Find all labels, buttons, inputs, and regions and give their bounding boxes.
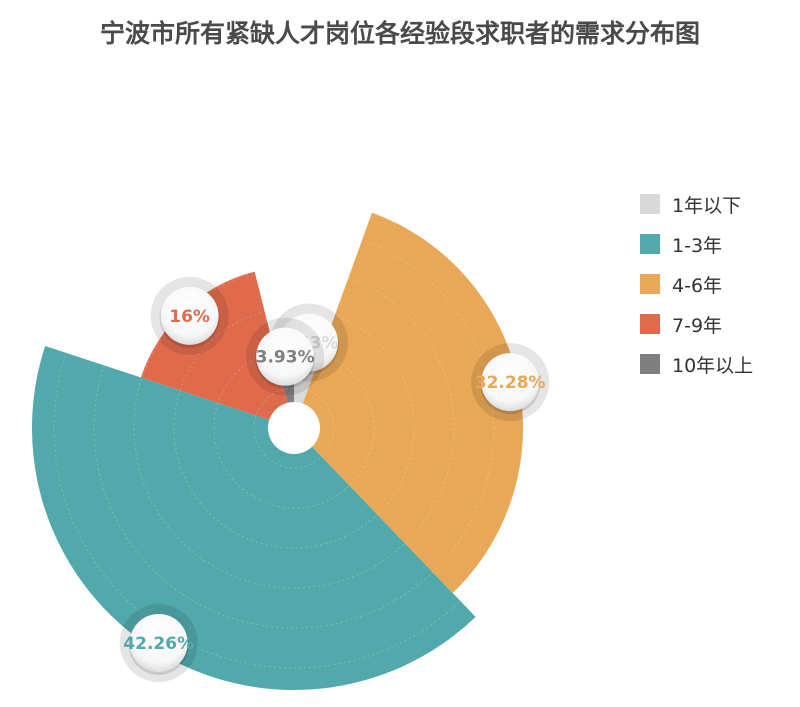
legend-swatch bbox=[640, 354, 660, 374]
legend-item-under-1[interactable]: 1年以下 bbox=[640, 184, 753, 224]
slice-value-label: 3.93% bbox=[256, 348, 315, 368]
legend-label: 4-6年 bbox=[672, 274, 723, 297]
label-bubble bbox=[481, 353, 540, 412]
slice-label: 3.93% bbox=[246, 317, 325, 396]
label-bubble bbox=[129, 613, 188, 672]
slice-value-label: 42.26% bbox=[123, 634, 194, 654]
rose-slice[interactable] bbox=[31, 345, 476, 691]
legend-item-10-plus[interactable]: 10年以上 bbox=[640, 344, 753, 384]
grid-ring bbox=[253, 387, 335, 469]
slice-value-label: 16% bbox=[169, 307, 210, 327]
grid-ring bbox=[173, 307, 415, 549]
center-hole bbox=[268, 402, 320, 454]
chart-title: 宁波市所有紧缺人才岗位各经验段求职者的需求分布图 bbox=[99, 19, 700, 48]
grid-ring bbox=[93, 227, 495, 629]
grid-ring bbox=[133, 267, 455, 589]
slice-label: 32.28% bbox=[471, 343, 550, 422]
legend-item-1-3[interactable]: 1-3年 bbox=[640, 224, 753, 264]
slice-label: 16% bbox=[150, 276, 229, 355]
slice-label: 42.26% bbox=[119, 603, 198, 682]
legend-swatch bbox=[640, 314, 660, 334]
slice-value-label: 32.28% bbox=[475, 373, 546, 393]
legend-swatch bbox=[640, 274, 660, 294]
legend-swatch bbox=[640, 234, 660, 254]
legend-item-4-6[interactable]: 4-6年 bbox=[640, 264, 753, 304]
rose-slice[interactable] bbox=[294, 212, 523, 594]
slice-labels: 5.53%32.28%42.26%16%3.93% bbox=[119, 276, 550, 682]
legend-swatch bbox=[640, 194, 660, 214]
legend-label: 10年以上 bbox=[672, 354, 754, 377]
legend-item-7-9[interactable]: 7-9年 bbox=[640, 304, 753, 344]
label-bubble bbox=[256, 327, 315, 386]
label-bubble bbox=[160, 286, 219, 345]
grid-ring bbox=[53, 187, 535, 669]
legend-label: 7-9年 bbox=[672, 314, 723, 337]
legend-label: 1-3年 bbox=[672, 234, 723, 257]
legend-label: 1年以下 bbox=[672, 194, 742, 217]
legend: 1年以下 1-3年 4-6年 7-9年 10年以上 bbox=[640, 184, 753, 384]
slices bbox=[31, 212, 523, 691]
rose-slice[interactable] bbox=[140, 271, 294, 428]
